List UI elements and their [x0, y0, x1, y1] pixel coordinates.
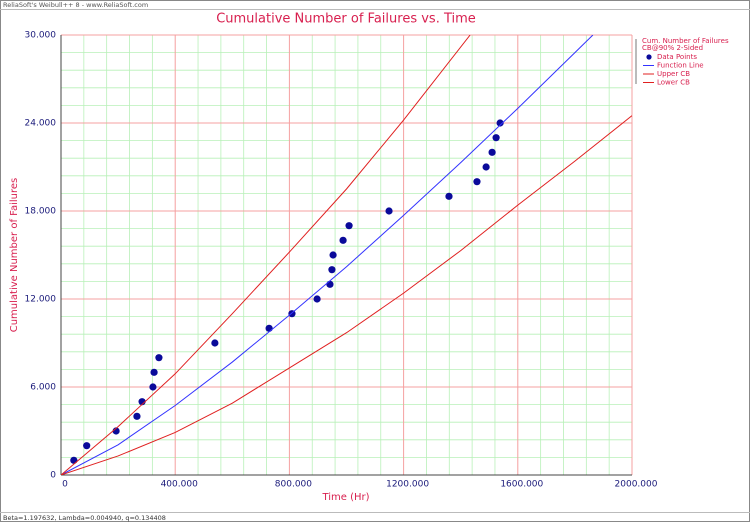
- y-tick-label: 12.000: [25, 295, 57, 305]
- data-point: [492, 134, 500, 142]
- x-tick-label: 2000.000: [615, 480, 658, 490]
- data-point: [155, 354, 163, 362]
- header-text: ReliaSoft's Weibull++ 8 - www.ReliaSoft.…: [3, 1, 148, 9]
- series-line: [61, 115, 632, 475]
- legend-label: Lower CB: [657, 79, 690, 87]
- x-axis-label: Time (Hr): [321, 492, 369, 503]
- data-point: [326, 280, 334, 288]
- footer-text: Beta=1.197632, Lambda=0.004940, q=0.1344…: [3, 514, 166, 522]
- x-tick-label: 1600.000: [500, 480, 543, 490]
- data-point: [328, 266, 336, 274]
- data-point: [339, 236, 347, 244]
- x-tick-label: 0: [62, 480, 68, 490]
- data-point: [149, 383, 157, 391]
- data-point: [313, 295, 321, 303]
- data-point: [83, 442, 91, 450]
- data-point: [265, 324, 273, 332]
- x-tick-label: 400.000: [161, 480, 198, 490]
- data-point: [345, 222, 353, 230]
- data-point: [329, 251, 337, 259]
- data-point: [488, 148, 496, 156]
- x-tick-label: 800.000: [275, 480, 312, 490]
- y-tick-label: 24.000: [25, 119, 57, 129]
- y-tick-label: 30.000: [25, 31, 57, 41]
- x-tick-label: 1200.000: [386, 480, 429, 490]
- data-point: [133, 412, 141, 420]
- series-line: [61, 35, 594, 475]
- data-point: [445, 192, 453, 200]
- legend-label: Upper CB: [657, 70, 690, 78]
- data-point: [496, 119, 504, 127]
- data-point: [482, 163, 490, 171]
- data-point: [211, 339, 219, 347]
- legend-marker: [646, 54, 652, 60]
- y-tick-label: 0: [50, 471, 56, 481]
- plot: 0 400.000 800.000 1200.000 1600.000 2000.000 0…: [25, 31, 658, 490]
- legend-label: Data Points: [657, 53, 697, 61]
- data-point: [70, 456, 78, 464]
- y-axis-label: Cumulative Number of Failures: [9, 178, 20, 333]
- legend-label: Function Line: [657, 62, 704, 70]
- series-line: [61, 35, 471, 475]
- legend-title: CB@90% 2-Sided: [642, 44, 703, 52]
- data-point: [385, 207, 393, 215]
- y-tick-label: 18.000: [25, 207, 57, 217]
- data-point: [138, 398, 146, 406]
- chart-title: Cumulative Number of Failures vs. Time: [216, 12, 476, 27]
- legend-title: Cum. Number of Failures: [642, 37, 729, 45]
- y-tick-label: 6.000: [30, 383, 56, 393]
- data-point: [473, 178, 481, 186]
- data-point: [150, 368, 158, 376]
